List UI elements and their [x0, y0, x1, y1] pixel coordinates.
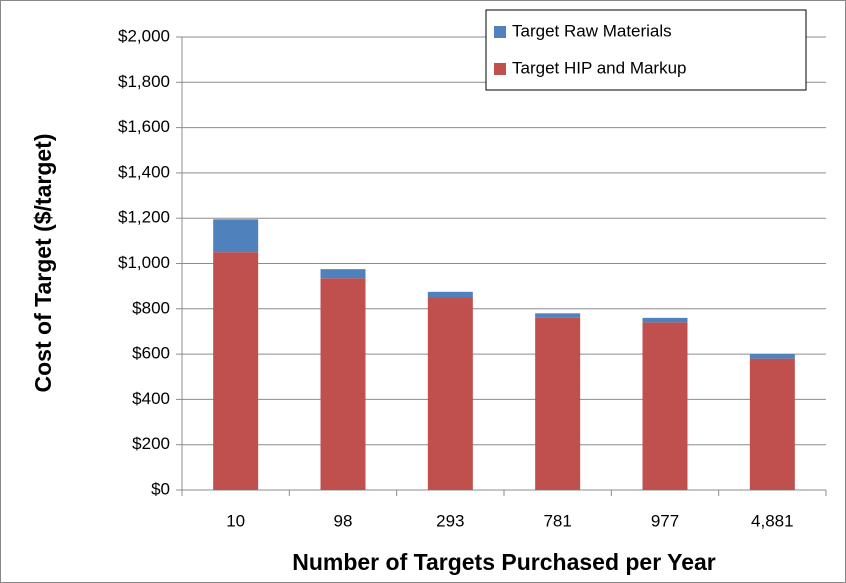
- bar-segment: [642, 322, 688, 490]
- x-tick-label: 98: [334, 511, 353, 530]
- x-tick-label: 10: [226, 511, 245, 530]
- bar-segment: [535, 313, 581, 318]
- y-tick-label: $800: [132, 298, 170, 317]
- bar-segment: [749, 354, 795, 359]
- x-tick-label: 977: [651, 511, 679, 530]
- y-tick-label: $1,800: [118, 72, 170, 91]
- bar-segment: [213, 252, 259, 490]
- bar-segment: [642, 317, 688, 323]
- y-tick-label: $2,000: [118, 26, 170, 45]
- x-tick-label: 4,881: [751, 511, 794, 530]
- legend-swatch: [494, 63, 506, 75]
- bar-segment: [427, 291, 473, 298]
- y-tick-label: $1,200: [118, 208, 170, 227]
- bar-segment: [535, 317, 581, 490]
- y-tick-label: $1,600: [118, 117, 170, 136]
- bar-segment: [427, 297, 473, 490]
- y-tick-label: $1,400: [118, 162, 170, 181]
- bar-segment: [213, 219, 259, 253]
- x-tick-label: 293: [436, 511, 464, 530]
- y-axis-title: Cost of Target ($/target): [30, 134, 56, 393]
- x-axis-title: Number of Targets Purchased per Year: [292, 549, 716, 575]
- legend-label: Target Raw Materials: [512, 21, 672, 40]
- legend-swatch: [494, 26, 506, 38]
- legend-box: [485, 9, 807, 91]
- bar-segment: [749, 358, 795, 490]
- bar-segment: [320, 278, 366, 490]
- y-tick-label: $0: [151, 479, 170, 498]
- bar-segment: [320, 269, 366, 279]
- y-tick-label: $1,000: [118, 253, 170, 272]
- y-tick-label: $400: [132, 389, 170, 408]
- y-tick-label: $200: [132, 434, 170, 453]
- y-tick-label: $600: [132, 344, 170, 363]
- legend-label: Target HIP and Markup: [512, 58, 687, 77]
- x-tick-label: 781: [543, 511, 571, 530]
